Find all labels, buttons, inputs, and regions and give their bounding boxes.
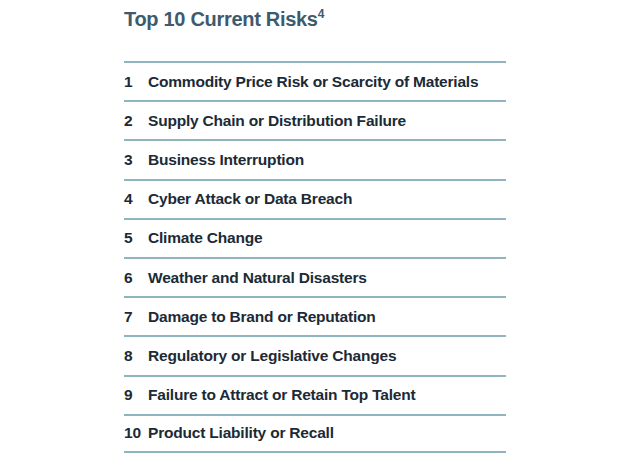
- risk-label: Regulatory or Legislative Changes: [148, 347, 396, 365]
- figure-title-text: Top 10 Current Risks: [124, 8, 318, 30]
- risk-rank: 10: [124, 424, 148, 442]
- risk-label: Climate Change: [148, 229, 262, 247]
- risk-row: 8 Regulatory or Legislative Changes: [124, 335, 506, 374]
- risk-label: Supply Chain or Distribution Failure: [148, 112, 406, 130]
- risk-label: Damage to Brand or Reputation: [148, 308, 376, 326]
- risk-label: Cyber Attack or Data Breach: [148, 190, 352, 208]
- risk-rank: 1: [124, 73, 148, 91]
- risk-label: Weather and Natural Disasters: [148, 269, 367, 287]
- risk-rank: 6: [124, 269, 148, 287]
- risk-row: 10 Product Liability or Recall: [124, 414, 506, 453]
- risk-row: 4 Cyber Attack or Data Breach: [124, 179, 506, 218]
- risk-rank: 8: [124, 347, 148, 365]
- risk-label: Failure to Attract or Retain Top Talent: [148, 386, 415, 404]
- top-risks-figure: Top 10 Current Risks4 1 Commodity Price …: [124, 8, 506, 453]
- risk-rank: 9: [124, 386, 148, 404]
- risk-label: Commodity Price Risk or Scarcity of Mate…: [148, 73, 478, 91]
- risk-rank: 2: [124, 112, 148, 130]
- risk-row: 3 Business Interruption: [124, 139, 506, 178]
- risk-label: Business Interruption: [148, 151, 304, 169]
- risk-rank: 4: [124, 190, 148, 208]
- figure-title-footnote-marker: 4: [318, 7, 324, 21]
- figure-title: Top 10 Current Risks4: [124, 8, 506, 30]
- risk-label: Product Liability or Recall: [148, 424, 334, 442]
- risk-row: 1 Commodity Price Risk or Scarcity of Ma…: [124, 61, 506, 100]
- risk-rank: 7: [124, 308, 148, 326]
- risk-row: 9 Failure to Attract or Retain Top Talen…: [124, 375, 506, 414]
- risk-rank: 5: [124, 229, 148, 247]
- risk-list: 1 Commodity Price Risk or Scarcity of Ma…: [124, 61, 506, 453]
- risk-row: 2 Supply Chain or Distribution Failure: [124, 100, 506, 139]
- risk-row: 6 Weather and Natural Disasters: [124, 257, 506, 296]
- risk-rank: 3: [124, 151, 148, 169]
- risk-row: 7 Damage to Brand or Reputation: [124, 296, 506, 335]
- risk-row: 5 Climate Change: [124, 218, 506, 257]
